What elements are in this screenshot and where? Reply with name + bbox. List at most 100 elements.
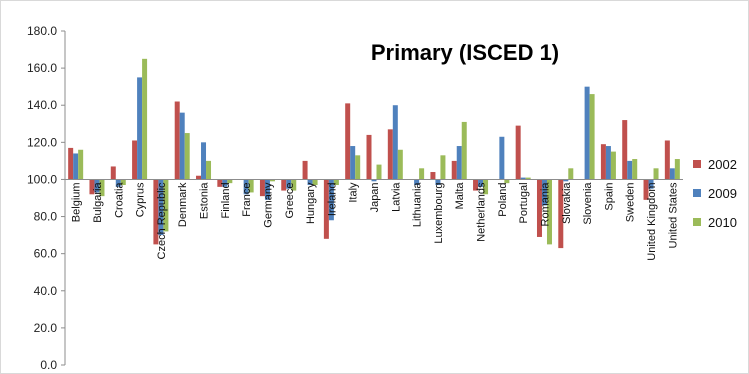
category-label: Ireland [326,182,338,216]
category-label: Czech Republic [156,182,168,260]
legend-label: 2009 [708,186,737,201]
bar-2009 [179,112,185,180]
bar-2010 [248,179,254,193]
bar-2002 [153,179,159,245]
bar-2002 [643,179,649,200]
bar-2010 [355,155,361,180]
chart-title: Primary (ISCED 1) [371,40,559,65]
bar-2010 [546,179,552,245]
bar-2009 [286,179,292,189]
bar-2002 [110,166,116,180]
bar-2010 [461,121,467,180]
y-tick-label: 100.0 [27,172,57,186]
category-label: Estonia [199,182,211,220]
y-tick-label: 60.0 [34,247,58,261]
category-label: Finland [220,182,232,218]
category-label: Sweden [625,182,637,222]
bar-2002 [68,147,74,180]
category-label: Japan [369,182,381,212]
legend-swatch-2009 [693,189,701,197]
bar-2009 [584,86,590,180]
category-label: France [241,182,253,216]
bar-2009 [350,146,356,180]
category-label: Denmark [177,182,189,227]
bar-2002 [302,160,308,180]
bar-2002 [515,125,521,180]
bar-2010 [610,151,616,180]
category-label: Bulgaria [92,182,104,223]
category-label: Latvia [390,182,402,212]
bar-2009 [222,179,228,187]
bar-2009 [520,177,526,180]
bar-2010 [120,179,126,186]
bar-2009 [158,179,164,236]
bar-2002 [259,179,265,197]
bar-2002 [132,140,138,180]
legend-label: 2002 [708,157,737,172]
bar-2009 [499,136,505,180]
bar-2010 [227,179,233,184]
bar-2002 [196,175,202,180]
bar-2009 [456,146,462,180]
bar-2010 [568,168,574,180]
bar-2009 [541,179,547,206]
bar-2009 [563,179,569,182]
category-label: United Kingdom [646,182,658,260]
y-tick-label: 20.0 [34,321,58,335]
category-label: Luxembourg [433,182,445,243]
bar-2009 [478,179,484,187]
bar-2009 [669,168,675,180]
category-label: Slovakia [561,182,573,224]
bar-2009 [307,179,313,186]
bar-2002 [622,120,628,180]
bar-2009 [201,142,207,180]
category-label: Italy [348,182,360,203]
category-label: United States [667,182,679,249]
bar-2009 [605,146,611,180]
bar-2009 [371,179,377,182]
bar-2002 [664,140,670,180]
category-label-layer: Belgium Bulgaria Croatia Cyprus Czech Republ… [71,182,680,261]
bar-2009 [137,77,143,180]
bar-2010 [483,179,489,195]
bar-2002 [387,129,393,180]
y-tick-label: 120.0 [27,135,57,149]
y-tick-label: 40.0 [34,284,58,298]
bar-2002 [536,179,542,237]
category-label: Germany [262,182,274,228]
bar-2010 [312,179,318,186]
bar-2002 [89,179,95,195]
bar-2009 [73,153,79,180]
bar-2009 [243,179,249,195]
bar-2002 [281,179,287,191]
bar-layer [65,58,683,249]
bar-2009 [94,179,100,193]
category-label: Poland [497,182,509,216]
bar-2009 [115,179,121,187]
category-label: Lithuania [412,182,424,228]
bar-2009 [328,179,334,221]
legend-swatch-2002 [693,160,701,168]
bar-2010 [333,179,339,186]
bar-2002 [345,103,351,180]
bar-2010 [99,179,105,197]
bar-2010 [653,168,659,180]
legend-label: 2010 [708,215,737,230]
bar-2010 [163,179,169,232]
bar-2002 [451,160,457,180]
bar-2009 [264,179,270,200]
bar-2010 [525,177,531,180]
category-label: Greece [284,182,296,218]
legend: 2002 2009 2010 [693,157,737,230]
y-tick-label: 80.0 [34,210,58,224]
bar-2002 [366,134,372,180]
bar-2010 [674,159,680,180]
bar-2010 [184,133,190,180]
bar-2010 [589,94,595,180]
category-label: Slovenia [582,182,594,225]
bar-2002 [217,179,223,187]
category-label: Netherlands [476,182,488,242]
legend-swatch-2010 [693,218,701,226]
bar-2010 [78,149,84,180]
